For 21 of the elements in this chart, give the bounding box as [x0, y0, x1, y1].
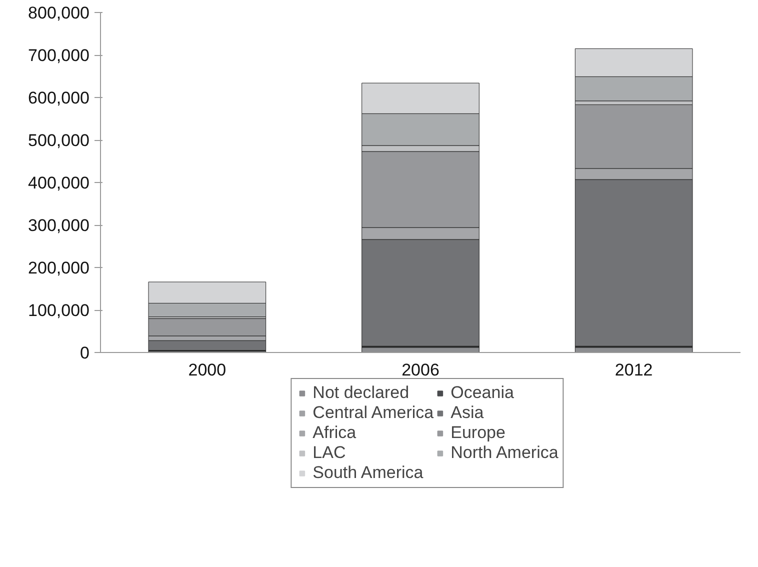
y-tick-label: 300,000: [28, 216, 90, 235]
legend-label: Asia: [450, 403, 484, 423]
y-tick-label: 0: [80, 344, 90, 362]
legend-label: South America: [312, 463, 424, 483]
legend-label: Oceania: [450, 383, 514, 403]
y-tick-label: 200,000: [28, 258, 90, 278]
x-tick-label: 2012: [614, 360, 653, 380]
y-tick-label: 400,000: [28, 174, 90, 192]
x-tick-label: 2006: [402, 360, 440, 380]
legend-label: Europe: [450, 423, 506, 443]
legend-label: Not declared: [312, 383, 410, 403]
legend-label: Central America: [312, 403, 434, 423]
legend-label: LAC: [312, 443, 346, 463]
y-tick-label: 100,000: [28, 301, 90, 320]
y-tick-label: 700,000: [28, 46, 90, 65]
y-tick-label: 600,000: [28, 88, 90, 108]
y-tick-label: 800,000: [28, 4, 90, 22]
legend-label: Africa: [312, 423, 356, 443]
y-tick-label: 500,000: [28, 131, 90, 150]
legend-label: North America: [450, 443, 558, 463]
x-tick-label: 2000: [188, 360, 226, 380]
